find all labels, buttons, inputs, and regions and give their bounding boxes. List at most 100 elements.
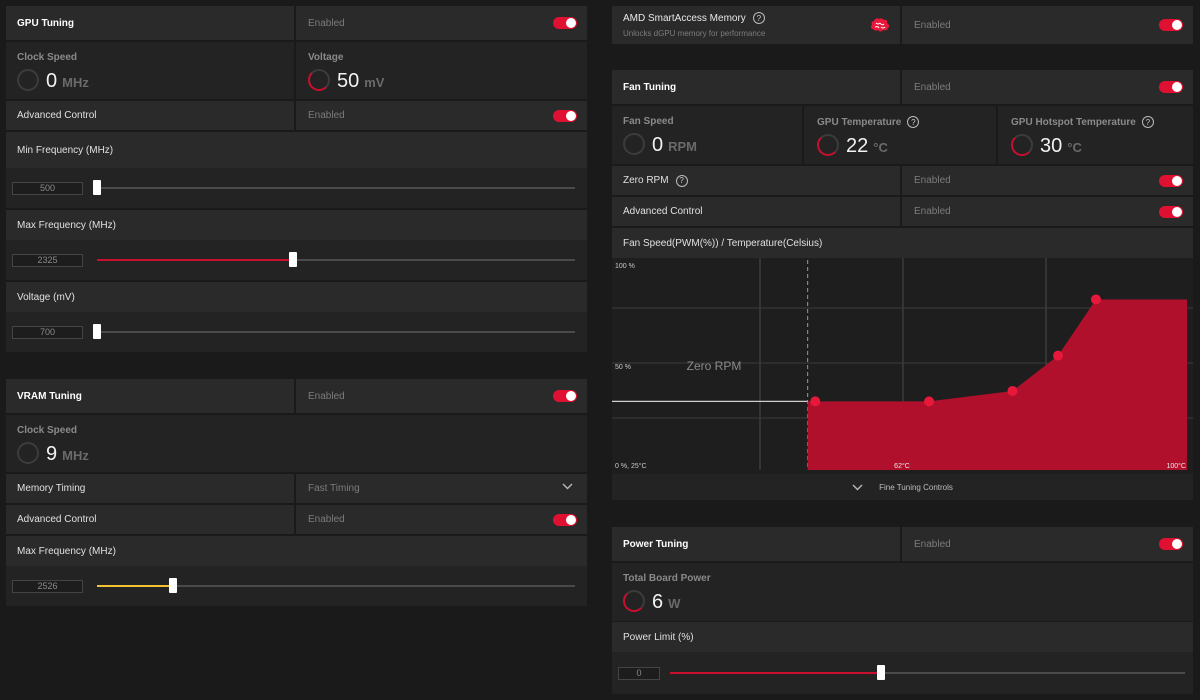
gpu-clock-metric: Clock Speed 0 MHz [6,42,296,99]
fan-advanced-toggle[interactable] [1159,205,1183,218]
gpu-clock-unit: MHz [62,75,89,90]
board-power-gauge-icon [623,590,645,612]
vram-advanced-toggle[interactable] [553,513,577,526]
fan-metrics-row: Fan Speed 0 RPM GPU Temperature ? 22 °C … [612,106,1193,164]
smart-access-status: Enabled [914,19,951,31]
hotspot-temperature-metric: GPU Hotspot Temperature ? 30 °C [1000,106,1193,164]
chevron-down-icon [562,483,573,489]
vram-max-frequency-label: Max Frequency (MHz) [17,545,116,557]
fan-tuning-toggle[interactable] [1159,81,1183,93]
fan-curve-title: Fan Speed(PWM(%)) / Temperature(Celsius) [623,237,823,249]
fan-curve-point[interactable] [810,396,821,407]
voltage-header: Voltage (mV) [6,282,587,312]
min-frequency-label: Min Frequency (MHz) [17,144,114,156]
chart-x-label-max: 100°C [1166,462,1186,470]
board-power-title: Total Board Power [623,573,711,584]
fan-tuning-status: Enabled [914,81,951,93]
gpu-tuning-title: GPU Tuning [17,17,75,29]
vram-clock-unit: MHz [62,448,89,463]
power-metrics-row: Total Board Power 6 W [612,563,1193,621]
help-icon[interactable]: ? [752,12,765,24]
help-icon[interactable]: ? [675,174,688,187]
min-frequency-thumb[interactable] [93,180,101,195]
voltage-thumb[interactable] [93,324,101,339]
power-limit-slider-row: 0 [612,652,1193,694]
power-tuning-status: Enabled [914,538,951,550]
power-limit-input[interactable]: 0 [618,667,660,680]
gpu-voltage-title: Voltage [308,52,344,63]
fan-speed-gauge-icon [623,133,645,155]
hotspot-temperature-unit: °C [1067,140,1082,155]
vram-tuning-toggle[interactable] [553,390,577,402]
zero-rpm-toggle[interactable] [1159,174,1183,187]
max-frequency-track[interactable] [97,252,575,267]
min-frequency-input[interactable]: 500 [12,182,83,195]
chart-y-label-mid: 50 % [615,364,631,371]
fan-speed-title: Fan Speed [623,116,674,127]
max-frequency-input[interactable]: 2325 [12,254,83,267]
fine-tuning-label: Fine Tuning Controls [879,482,953,492]
vram-max-frequency-track[interactable] [97,578,575,593]
vram-max-frequency-thumb[interactable] [169,578,178,593]
fan-curve-chart[interactable]: 100 % 50 % 0 %, 25°C 62°C 100°C Zero RPM [612,258,1193,474]
min-frequency-header: Min Frequency (MHz) [6,132,587,168]
vram-clock-title: Clock Speed [17,425,78,436]
board-power-unit: W [668,596,681,611]
voltage-track[interactable] [93,324,575,339]
smart-access-toggle[interactable] [1159,19,1183,31]
gpu-clock-title: Clock Speed [17,52,78,63]
power-tuning-toggle[interactable] [1159,538,1183,550]
max-frequency-label: Max Frequency (MHz) [17,219,116,231]
fan-curve-svg[interactable]: 100 % 50 % 0 %, 25°C 62°C 100°C Zero RPM [612,258,1193,474]
power-limit-track[interactable] [670,665,1185,680]
vram-metrics-row: Clock Speed 9 MHz [6,415,587,472]
power-limit-thumb[interactable] [877,665,886,680]
fan-speed-unit: RPM [668,139,698,154]
memory-timing-dropdown[interactable]: Fast Timing [296,474,587,503]
power-limit-fill [670,672,882,674]
fan-speed-metric: Fan Speed 0 RPM [612,106,804,164]
voltage-input[interactable]: 700 [12,326,83,339]
fan-curve-area [807,299,1187,470]
fan-curve-point[interactable] [1053,350,1064,361]
power-limit-label: Power Limit (%) [623,631,694,643]
vram-max-frequency-fill [97,585,174,587]
power-limit-header: Power Limit (%) [612,622,1193,652]
gpu-voltage-unit: mV [364,75,385,90]
brain-icon [870,18,890,32]
fan-advanced-row: Advanced Control Enabled [612,197,1193,226]
gpu-metrics-row: Clock Speed 0 MHz Voltage 50 mV [6,42,587,99]
chart-y-label-top: 100 % [615,263,635,270]
gpu-temperature-title: GPU Temperature [817,116,902,128]
smart-access-row: AMD SmartAccess Memory ? Unlocks dGPU me… [612,6,1193,44]
max-frequency-thumb[interactable] [288,252,297,267]
vram-tuning-header: VRAM Tuning Enabled [6,379,587,413]
help-icon[interactable]: ? [907,116,920,128]
gpu-temperature-metric: GPU Temperature ? 22 °C [806,106,998,164]
gpu-temperature-unit: °C [873,140,888,155]
gpu-advanced-label: Advanced Control [17,110,97,121]
help-icon[interactable]: ? [1141,116,1154,128]
chart-y-label-origin: 0 %, 25°C [615,462,647,470]
fan-curve-point[interactable] [1007,385,1018,396]
voltage-slider-row: 700 [6,312,587,352]
chart-x-label-mid: 62°C [894,462,910,470]
vram-max-frequency-slider-row: 2526 [6,566,587,606]
min-frequency-track[interactable] [93,180,575,195]
vram-clock-metric: Clock Speed 9 MHz [6,415,296,472]
vram-advanced-label: Advanced Control [17,514,97,525]
vram-max-frequency-input[interactable]: 2526 [12,580,83,593]
hotspot-temperature-value: 30 [1040,135,1063,157]
fan-curve-point[interactable] [924,396,935,407]
gpu-voltage-gauge-icon [308,69,330,91]
gpu-tuning-toggle[interactable] [553,17,577,29]
fan-tuning-title: Fan Tuning [623,81,677,93]
smart-access-subtitle: Unlocks dGPU memory for performance [623,29,766,38]
memory-timing-label: Memory Timing [17,483,86,494]
memory-timing-value: Fast Timing [308,483,360,494]
fan-curve-point[interactable] [1090,294,1101,305]
vram-max-frequency-header: Max Frequency (MHz) [6,536,587,566]
vram-advanced-status: Enabled [308,514,345,525]
fine-tuning-button[interactable]: Fine Tuning Controls [612,474,1193,500]
gpu-advanced-toggle[interactable] [553,109,577,122]
